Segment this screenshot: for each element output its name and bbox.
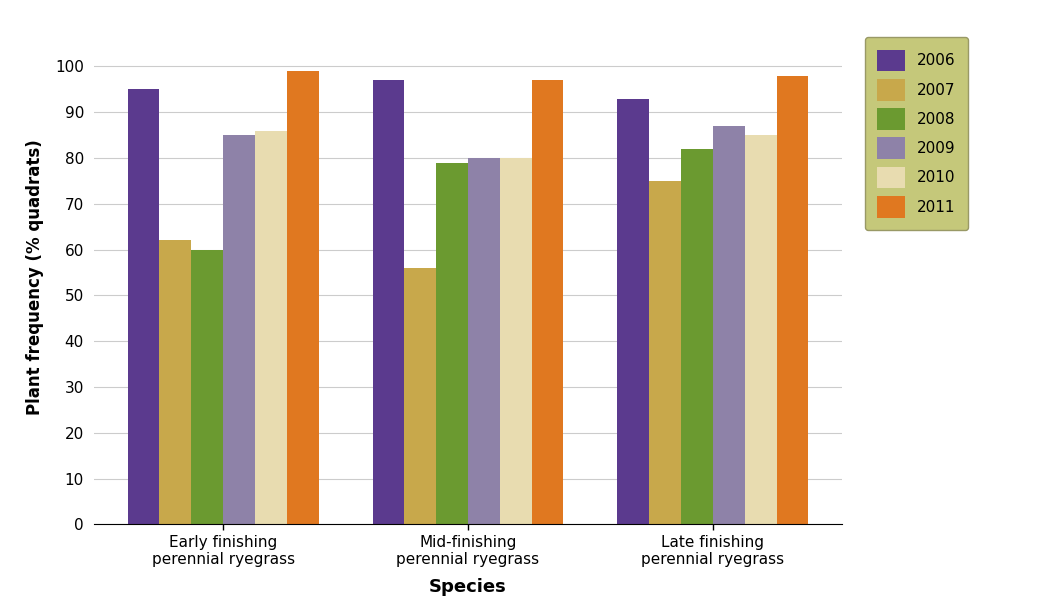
Bar — [255, 131, 287, 524]
Bar — [745, 135, 777, 524]
Bar — [712, 126, 745, 524]
Bar — [436, 163, 468, 524]
Y-axis label: Plant frequency (% quadrats): Plant frequency (% quadrats) — [26, 139, 44, 415]
Bar — [405, 268, 436, 524]
Bar — [128, 89, 159, 524]
Bar — [531, 80, 564, 524]
Bar — [649, 181, 681, 524]
Bar — [681, 149, 712, 524]
X-axis label: Species: Species — [430, 578, 506, 596]
Legend: 2006, 2007, 2008, 2009, 2010, 2011: 2006, 2007, 2008, 2009, 2010, 2011 — [865, 38, 968, 230]
Bar — [224, 135, 255, 524]
Bar — [191, 250, 224, 524]
Bar — [777, 76, 808, 524]
Bar — [468, 158, 500, 524]
Bar — [159, 241, 191, 524]
Bar — [372, 80, 405, 524]
Bar — [287, 71, 318, 524]
Bar — [618, 98, 649, 524]
Bar — [500, 158, 531, 524]
